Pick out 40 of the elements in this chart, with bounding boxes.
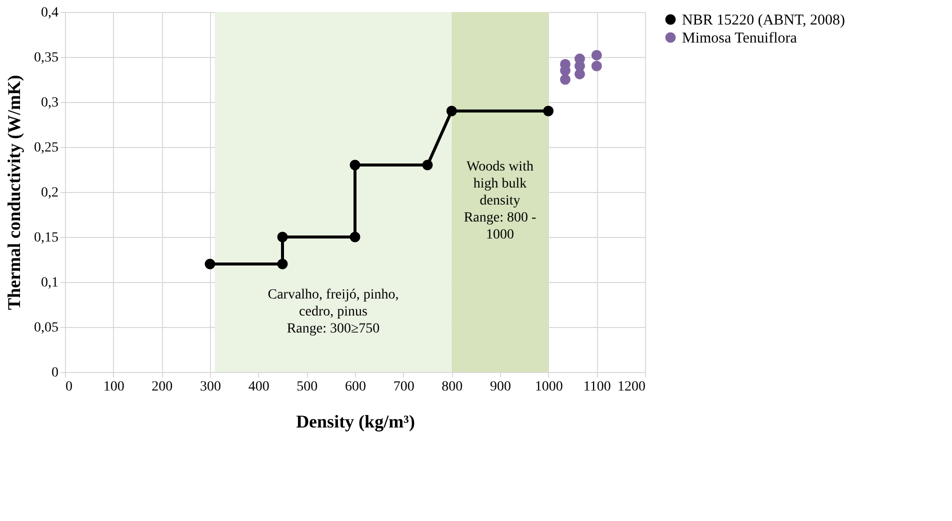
x-tick-label: 0: [66, 380, 72, 394]
point: [422, 160, 433, 170]
x-tick-label: 1100: [583, 380, 611, 394]
legend-label: Mimosa Tenuiflora: [682, 30, 798, 46]
point: [543, 106, 554, 116]
y-tick-label: 0,3: [41, 96, 58, 110]
x-tick-label: 1000: [534, 380, 563, 394]
y-tick-label: 0,1: [41, 276, 58, 290]
point: [350, 232, 360, 242]
x-tick-label: 300: [200, 380, 221, 394]
legend-label: NBR 15220 (ABNT, 2008): [682, 12, 846, 28]
y-tick-label: 0,05: [34, 320, 58, 336]
x-tick-label: 100: [103, 380, 124, 394]
point: [591, 60, 602, 72]
x-tick-label: 800: [442, 380, 463, 394]
x-tick-label: 900: [490, 380, 511, 394]
point: [574, 68, 585, 80]
point: [277, 258, 288, 270]
point: [446, 106, 457, 116]
band-label: Woods with high bulk density Range: 800 - 1000: [464, 160, 536, 243]
point: [560, 74, 570, 85]
y-tick-label: 0,2: [41, 186, 58, 200]
x-tick-label: 500: [296, 380, 318, 394]
x-tick-label: 400: [248, 380, 270, 394]
y-tick-label: 0,35: [34, 50, 58, 66]
y-tick-label: 0,4: [41, 6, 58, 20]
x-tick-label: 1200: [618, 380, 646, 394]
x-tick-label: 700: [393, 380, 414, 394]
x-axis-title: Density (kg/m³): [296, 412, 415, 432]
point: [350, 160, 360, 170]
y-tick-label: 0: [52, 366, 58, 380]
x-tick-label: 600: [345, 380, 366, 394]
x-tick-label: 200: [152, 380, 173, 394]
y-tick-label: 0,25: [34, 140, 58, 156]
band-label: Carvalho, freijó, pinho, cedro, pinus Range: 300≥750: [268, 287, 399, 336]
y-axis-title: Thermal conductivity (W/mK): [4, 75, 24, 310]
point: [277, 232, 288, 242]
point: [591, 50, 602, 60]
y-tick-label: 0,15: [34, 230, 58, 246]
point: [204, 258, 216, 270]
